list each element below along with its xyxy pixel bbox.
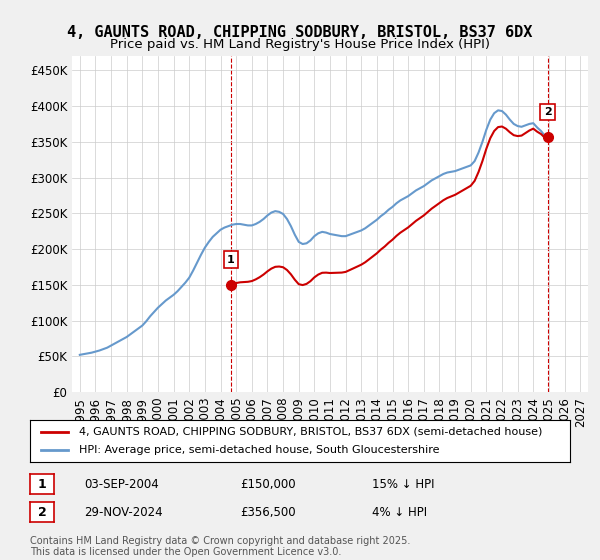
Text: 2: 2 bbox=[544, 107, 551, 117]
Text: 4, GAUNTS ROAD, CHIPPING SODBURY, BRISTOL, BS37 6DX: 4, GAUNTS ROAD, CHIPPING SODBURY, BRISTO… bbox=[67, 25, 533, 40]
Text: £150,000: £150,000 bbox=[240, 478, 296, 491]
Text: £356,500: £356,500 bbox=[240, 506, 296, 519]
Text: 2: 2 bbox=[38, 506, 46, 519]
Text: 1: 1 bbox=[227, 255, 235, 265]
Text: 1: 1 bbox=[38, 478, 46, 491]
Text: 29-NOV-2024: 29-NOV-2024 bbox=[84, 506, 163, 519]
Text: Contains HM Land Registry data © Crown copyright and database right 2025.
This d: Contains HM Land Registry data © Crown c… bbox=[30, 535, 410, 557]
Text: 15% ↓ HPI: 15% ↓ HPI bbox=[372, 478, 434, 491]
Text: 4, GAUNTS ROAD, CHIPPING SODBURY, BRISTOL, BS37 6DX (semi-detached house): 4, GAUNTS ROAD, CHIPPING SODBURY, BRISTO… bbox=[79, 427, 542, 437]
Text: HPI: Average price, semi-detached house, South Gloucestershire: HPI: Average price, semi-detached house,… bbox=[79, 445, 439, 455]
Text: 4% ↓ HPI: 4% ↓ HPI bbox=[372, 506, 427, 519]
Text: Price paid vs. HM Land Registry's House Price Index (HPI): Price paid vs. HM Land Registry's House … bbox=[110, 38, 490, 51]
Text: 03-SEP-2004: 03-SEP-2004 bbox=[84, 478, 159, 491]
